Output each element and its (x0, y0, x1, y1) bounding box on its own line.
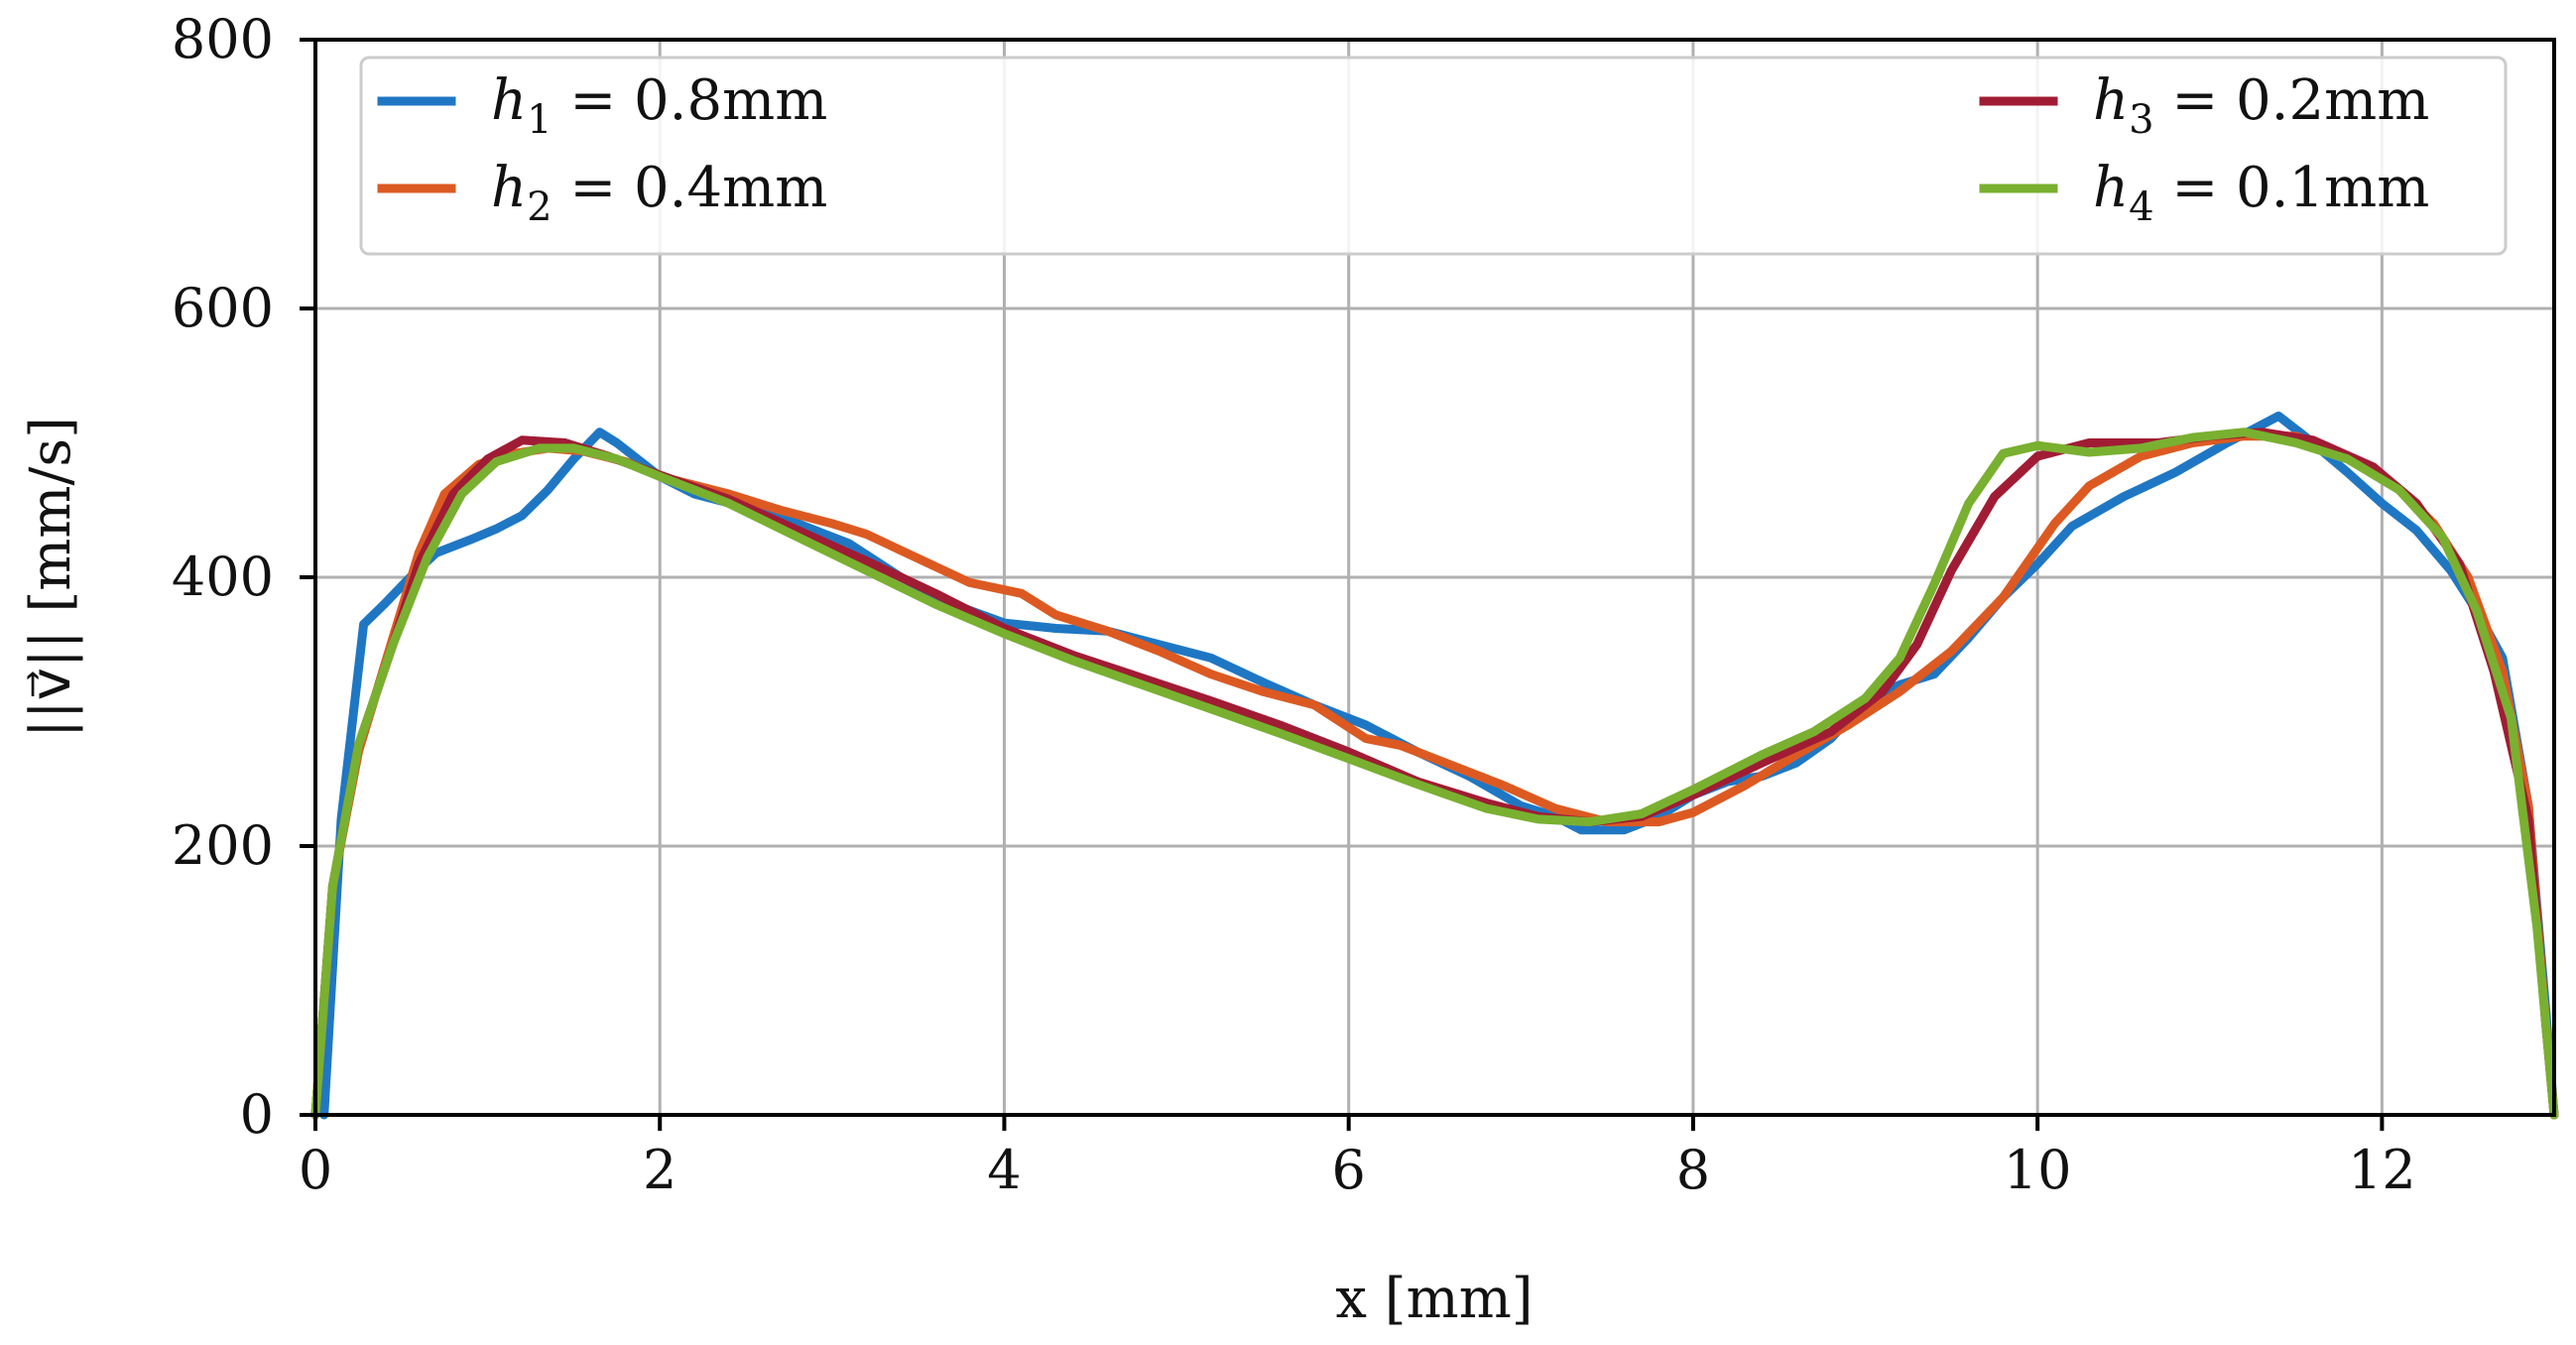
legend-label: h1 = 0.8mm (491, 68, 827, 143)
y-tick-label: 0 (240, 1083, 274, 1146)
y-tick-label: 800 (172, 8, 274, 70)
series-line-h4 (310, 428, 2559, 1120)
y-axis-title: ||v⃗|| [mm/s] (19, 417, 83, 738)
y-tick-label: 600 (172, 277, 274, 339)
x-tick-label: 2 (643, 1139, 676, 1201)
x-tick-label: 6 (1332, 1139, 1366, 1201)
legend-entries: h1 = 0.8mm h2 = 0.4mm h3 = 0.2mm h4 = 0.1mm (377, 68, 2429, 230)
legend-label: h2 = 0.4mm (491, 156, 827, 230)
x-tick-label: 4 (987, 1139, 1021, 1201)
legend-label: h4 = 0.1mm (2093, 156, 2429, 230)
series-lines (310, 411, 2559, 1120)
legend-entry-h2: h2 = 0.4mm (377, 156, 827, 230)
x-tick-label: 12 (2348, 1139, 2416, 1201)
legend-entry-h4: h4 = 0.1mm (1979, 156, 2429, 230)
x-ticks: 0 2 4 6 8 10 12 (299, 1115, 2416, 1201)
y-tick-label: 200 (172, 814, 274, 877)
legend-label: h3 = 0.2mm (2093, 68, 2429, 143)
legend-entry-h3: h3 = 0.2mm (1979, 68, 2429, 143)
x-tick-label: 0 (299, 1139, 332, 1201)
legend-entry-h1: h1 = 0.8mm (377, 68, 827, 143)
x-axis-title: x [mm] (1335, 1267, 1533, 1331)
series-line-h2 (310, 431, 2559, 1120)
series-line-h3 (310, 428, 2559, 1120)
legend: h1 = 0.8mm h2 = 0.4mm h3 = 0.2mm h4 = 0.1mm (359, 56, 2508, 256)
legend-box (359, 56, 2508, 256)
x-tick-label: 10 (2004, 1139, 2072, 1201)
y-ticks: 0 200 400 600 800 (172, 8, 315, 1146)
x-tick-label: 8 (1676, 1139, 1710, 1201)
y-tick-label: 400 (172, 546, 274, 608)
